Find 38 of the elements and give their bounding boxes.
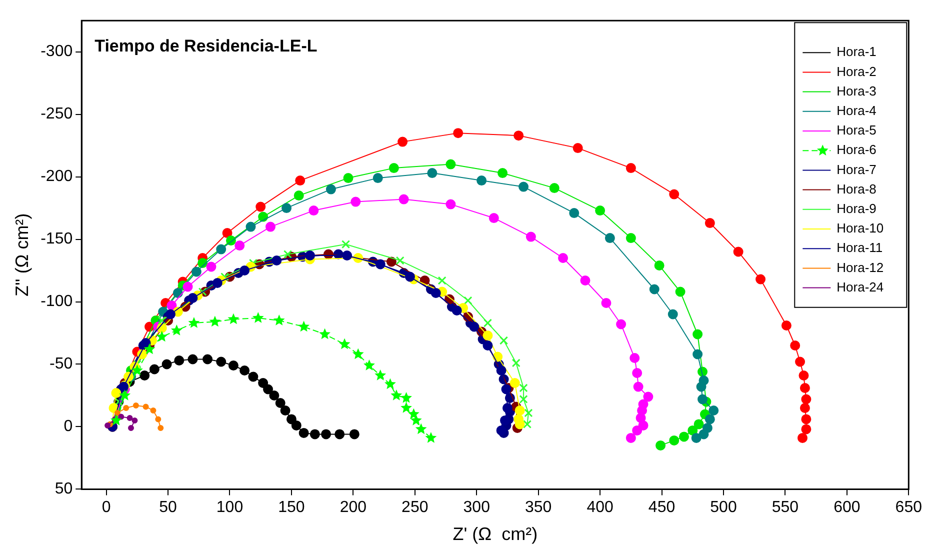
x-axis-title: Z' (Ω cm²) [452, 524, 538, 544]
y-tick-label: -200 [40, 168, 73, 186]
legend-label: Hora-24 [836, 279, 884, 294]
y-tick-label: -300 [40, 43, 73, 60]
x-tick-label: 350 [524, 499, 552, 516]
legend-label: Hora-11 [836, 240, 883, 256]
y-axis-title: Z'' (Ω cm²) [12, 213, 32, 297]
x-tick-label: 600 [834, 499, 860, 516]
x-tick-label: 50 [159, 499, 178, 516]
x-tick-label: 500 [710, 499, 737, 516]
x-tick-label: 550 [772, 499, 799, 516]
legend-label: Hora-3 [836, 83, 876, 98]
legend-label: Hora-7 [836, 162, 876, 177]
legend-label: Hora-9 [836, 200, 876, 216]
legend-label: Hora-10 [836, 220, 884, 236]
y-tick-label: -250 [40, 106, 73, 123]
x-tick-label: 650 [895, 499, 922, 516]
x-tick-label: 400 [586, 499, 614, 516]
y-tick-label: -150 [40, 230, 73, 248]
x-tick-label: 450 [648, 499, 676, 516]
legend-label: Hora-5 [836, 122, 876, 138]
x-tick-label: 200 [340, 499, 367, 516]
text: Tiempo de Residencia-LE-L [94, 36, 318, 56]
y-tick-label: -100 [40, 293, 73, 310]
y-tick-label: -50 [50, 356, 73, 373]
x-tick-label: 250 [402, 499, 428, 516]
legend-label: Hora-8 [836, 181, 876, 196]
legend-label: Hora-1 [836, 44, 876, 60]
x-tick-label: 300 [463, 499, 490, 516]
legend-label: Hora-6 [836, 142, 876, 158]
y-tick-label: 0 [64, 418, 73, 436]
legend-label: Hora-4 [836, 102, 876, 118]
x-tick-label: 0 [102, 499, 111, 516]
y-tick-label: 50 [54, 480, 73, 498]
x-tick-label: 100 [216, 499, 244, 516]
x-tick-label: 150 [278, 499, 305, 516]
legend-label: Hora-2 [836, 64, 876, 79]
legend-label: Hora-12 [836, 260, 884, 275]
